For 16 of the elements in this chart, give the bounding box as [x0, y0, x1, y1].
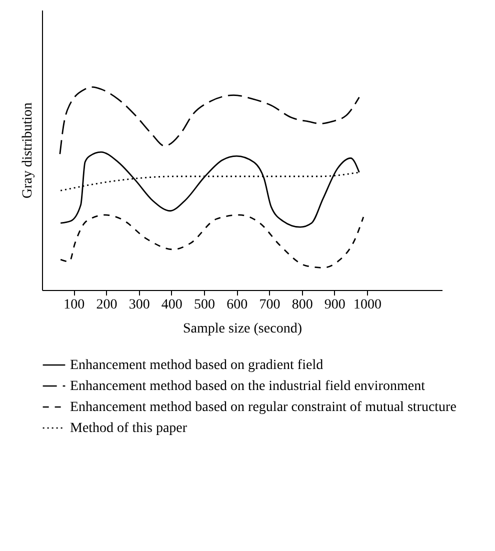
legend-label: Method of this paper	[70, 421, 188, 436]
x-axis-title: Sample size (second)	[183, 322, 302, 336]
x-tick-label: 500	[194, 298, 216, 312]
x-tick-label: 400	[161, 298, 182, 312]
x-tick-label: 900	[324, 298, 346, 312]
x-tick-label: 200	[96, 298, 118, 312]
legend-label: Enhancement method based on gradient field	[70, 358, 324, 373]
legend-label: Enhancement method based on the industrial field environment	[70, 379, 426, 394]
x-tick-label: 100	[64, 298, 85, 312]
x-tick-label: 800	[292, 298, 313, 312]
x-tick-label: 300	[128, 298, 150, 312]
y-axis-title: Gray distribution	[20, 102, 36, 199]
x-tick-label: 1000	[354, 298, 382, 312]
legend-label: Enhancement method based on regular constraint of mutual structure	[70, 400, 456, 415]
x-tick-label: 700	[259, 298, 280, 312]
x-tick-label: 600	[226, 298, 248, 312]
